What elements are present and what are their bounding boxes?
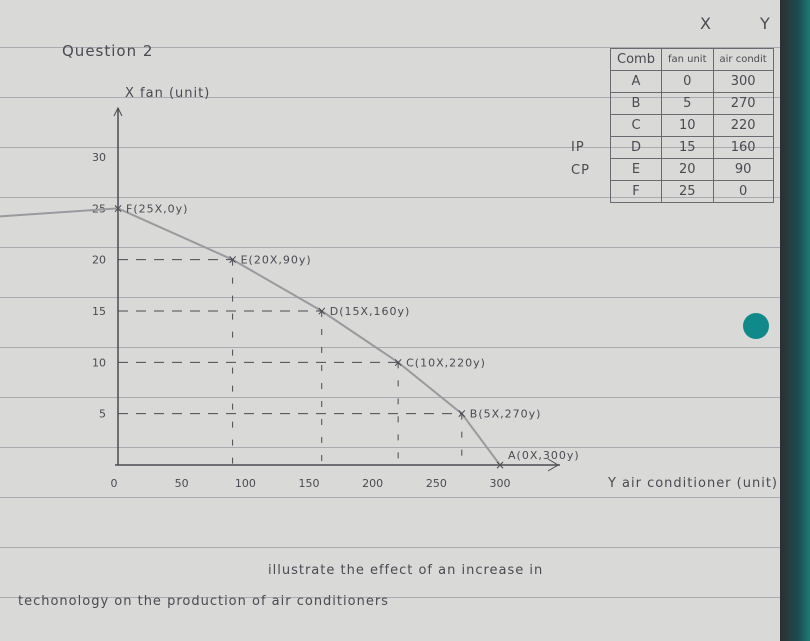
table-cell: 10 bbox=[660, 114, 714, 137]
cp-label: CP bbox=[571, 163, 590, 178]
table-row: F 25 0 bbox=[610, 180, 774, 203]
point-label: A(0X,300y) bbox=[508, 449, 580, 462]
table-y-label: Y bbox=[760, 14, 771, 33]
point-marker: × bbox=[457, 407, 467, 421]
y-axis-arrow bbox=[113, 106, 123, 117]
x-axis-arrow bbox=[547, 458, 559, 472]
x-tick-label: 200 bbox=[362, 477, 383, 490]
table-cell: 220 bbox=[712, 114, 774, 137]
x-axis-label: Y air conditioner (unit) bbox=[607, 476, 778, 491]
combination-table: Comb fan unit air condit A 0 300 B 5 270 C 10 220 D… bbox=[610, 48, 774, 203]
table-cell: 0 bbox=[712, 180, 774, 203]
instruction-line-2: techonology on the production of air con… bbox=[18, 594, 389, 609]
table-row: E 20 90 bbox=[610, 158, 774, 181]
instruction-line-1: illustrate the effect of an increase in bbox=[268, 563, 544, 578]
point-marker: × bbox=[317, 304, 327, 318]
ip-label: IP bbox=[571, 140, 585, 155]
point-marker: × bbox=[495, 458, 505, 472]
x-tick-label: 150 bbox=[299, 477, 320, 490]
point-label: B(5X,270y) bbox=[470, 408, 542, 421]
x-tick-label: 100 bbox=[235, 477, 256, 490]
point-label: F(25X,0y) bbox=[126, 202, 188, 215]
x-tick-label: 50 bbox=[175, 477, 189, 490]
point-marker: × bbox=[393, 355, 403, 369]
x-tick-label: 300 bbox=[490, 477, 511, 490]
question-title: Question 2 bbox=[62, 42, 154, 60]
y-tick-label: 10 bbox=[92, 356, 106, 369]
y-tick-label: 15 bbox=[92, 305, 106, 318]
y-axis-label: X fan (unit) bbox=[125, 86, 211, 101]
x-tick-label: 0 bbox=[111, 477, 118, 490]
ppf-curve bbox=[0, 207, 501, 466]
y-tick-label: 30 bbox=[92, 151, 106, 164]
point-label: E(20X,90y) bbox=[241, 254, 312, 267]
x-tick-label: 250 bbox=[426, 477, 447, 490]
table-x-label: X bbox=[700, 14, 712, 33]
table-cell: F bbox=[610, 180, 662, 203]
point-label: C(10X,220y) bbox=[406, 356, 486, 369]
table-header: Comb fan unit air condit bbox=[610, 48, 774, 71]
y-tick-label: 20 bbox=[92, 254, 106, 267]
point-marker: × bbox=[228, 253, 238, 267]
background-fabric bbox=[780, 0, 810, 641]
point-label: D(15X,160y) bbox=[330, 305, 411, 318]
y-tick-label: 5 bbox=[99, 408, 106, 421]
table-row: C 10 220 bbox=[610, 114, 774, 137]
point-marker: × bbox=[113, 201, 123, 215]
teal-dot bbox=[743, 313, 769, 339]
